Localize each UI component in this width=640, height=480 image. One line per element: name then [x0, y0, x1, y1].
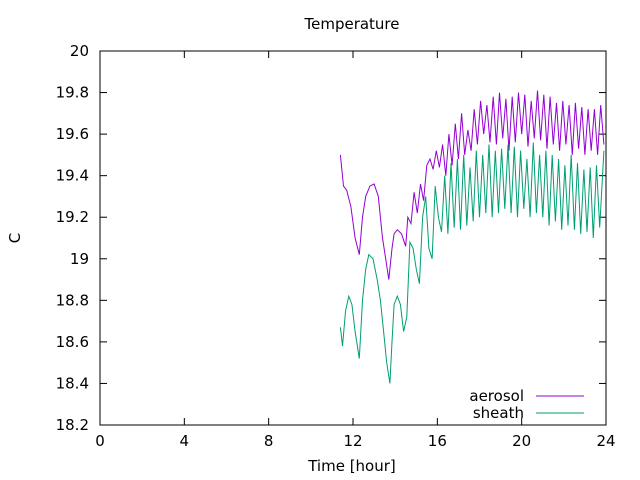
plot-frame [99, 50, 607, 426]
x-tick-label: 20 [512, 432, 531, 450]
y-tick-label: 19.6 [56, 125, 89, 143]
plot-border [99, 50, 607, 426]
y-tick-label: 19.8 [56, 84, 89, 102]
y-tick-label: 18.8 [56, 291, 89, 309]
y-tick-label: 18.4 [56, 374, 89, 392]
x-tick-label: 0 [95, 432, 105, 450]
y-tick-label: 19 [70, 250, 89, 268]
y-axis-label: C [6, 233, 24, 243]
x-axis-ticks: 0 4 8 12 16 20 24 [95, 51, 616, 450]
series-line-sheath [339, 142, 605, 384]
series-layer [339, 90, 605, 384]
y-axis-ticks: 18.2 18.4 18.6 18.8 19 19.2 19.4 19.6 19.8 20 [56, 42, 606, 434]
x-axis-label: Time [hour] [307, 457, 396, 475]
y-tick-label: 18.6 [56, 333, 89, 351]
series-line-aerosol [339, 90, 605, 280]
x-tick-label: 8 [264, 432, 274, 450]
chart-title: Temperature [303, 15, 399, 33]
y-tick-label: 20 [70, 42, 89, 60]
x-tick-label: 16 [428, 432, 447, 450]
x-tick-label: 12 [343, 432, 362, 450]
legend-label-sheath: sheath [473, 404, 524, 422]
y-tick-label: 19.4 [56, 167, 89, 185]
x-tick-label: 4 [180, 432, 190, 450]
y-tick-label: 19.2 [56, 208, 89, 226]
legend-label-aerosol: aerosol [469, 387, 524, 405]
x-tick-label: 24 [596, 432, 615, 450]
y-tick-label: 18.2 [56, 416, 89, 434]
